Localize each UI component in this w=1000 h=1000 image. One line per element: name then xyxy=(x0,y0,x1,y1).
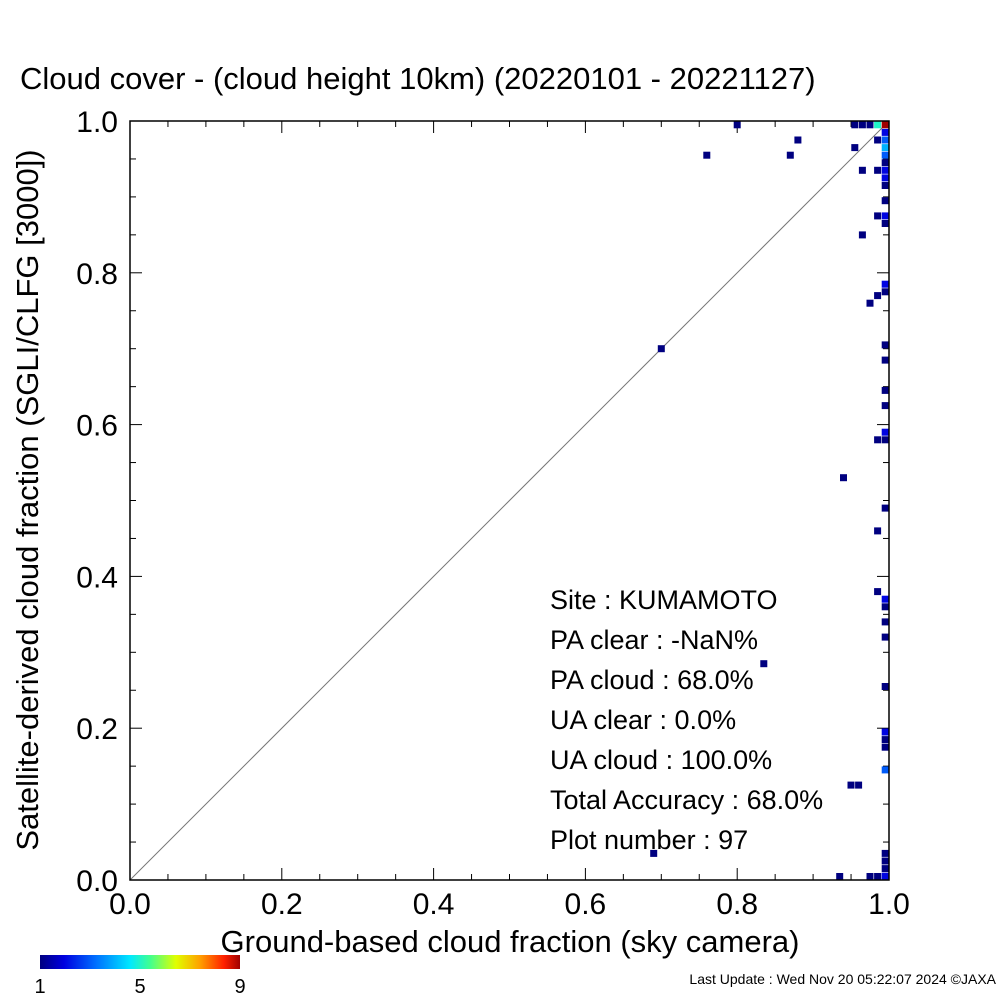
colorbar-gradient xyxy=(40,955,240,969)
data-cell xyxy=(786,151,794,159)
stat-total-accuracy: Total Accuracy : 68.0% xyxy=(550,785,823,815)
data-cell xyxy=(881,683,889,690)
y-tick-label: 0.4 xyxy=(76,561,118,594)
data-cell xyxy=(881,151,889,159)
data-cell xyxy=(874,166,882,174)
stat-ua-cloud: UA cloud : 100.0% xyxy=(550,745,772,775)
data-cell xyxy=(881,128,889,136)
chart-title: Cloud cover - (cloud height 10km) (20220… xyxy=(20,61,816,96)
data-cell xyxy=(881,356,889,364)
data-cell xyxy=(760,660,768,668)
x-tick-label: 0.2 xyxy=(261,888,303,921)
data-cell xyxy=(881,436,889,444)
data-cell xyxy=(874,212,882,220)
data-cell xyxy=(874,136,882,144)
data-cell xyxy=(881,618,889,626)
data-cell xyxy=(794,136,802,144)
data-cell xyxy=(650,849,658,857)
data-cell xyxy=(881,743,889,751)
data-cell xyxy=(881,873,889,880)
last-update-footer: Last Update : Wed Nov 20 05:22:07 2024 ©… xyxy=(689,971,996,987)
x-axis-label: Ground-based cloud fraction (sky camera) xyxy=(221,924,800,959)
data-cell xyxy=(874,436,882,444)
data-cell xyxy=(881,212,889,220)
colorbar-max-label: 9 xyxy=(234,976,245,998)
data-cell xyxy=(866,873,874,880)
data-cell xyxy=(866,121,874,129)
tick-labels: 0.0 0.2 0.4 0.6 0.8 1.0 0.0 0.2 0.4 0.6 0.8 1.0 xyxy=(76,106,910,921)
data-cell xyxy=(657,345,665,353)
data-cell xyxy=(881,849,889,857)
data-cell xyxy=(881,144,889,152)
colorbar-mid-label: 5 xyxy=(134,976,145,998)
data-cell xyxy=(840,474,847,482)
data-cell xyxy=(881,159,889,167)
data-cell xyxy=(881,386,889,394)
y-tick-label: 0.6 xyxy=(76,410,118,443)
data-cell xyxy=(881,197,889,205)
x-tick-label: 0.0 xyxy=(109,888,151,921)
data-cell xyxy=(851,121,859,129)
data-cell xyxy=(703,151,711,159)
data-cell xyxy=(874,588,882,596)
data-cell xyxy=(881,633,889,641)
data-cell xyxy=(881,280,889,288)
data-cell xyxy=(881,402,889,410)
data-cell xyxy=(874,121,882,129)
data-cell xyxy=(881,428,889,436)
x-tick-label: 0.4 xyxy=(413,888,455,921)
y-tick-label: 0.2 xyxy=(76,713,118,746)
colorbar-min-label: 1 xyxy=(34,976,45,998)
data-cell xyxy=(836,873,844,880)
one-to-one-line xyxy=(129,120,890,881)
data-cell xyxy=(881,736,889,744)
colorbar: 1 5 9 xyxy=(34,955,246,998)
data-cell xyxy=(858,166,866,174)
stat-site: Site : KUMAMOTO xyxy=(550,585,778,615)
data-cell xyxy=(881,136,889,144)
data-cell xyxy=(858,121,866,129)
data-cell xyxy=(874,292,882,300)
stat-pa-clear: PA clear : -NaN% xyxy=(550,625,758,655)
data-cell xyxy=(855,781,863,789)
data-cell xyxy=(847,781,855,789)
data-cell xyxy=(858,231,866,239)
data-cell xyxy=(881,728,889,736)
y-tick-label: 0.0 xyxy=(76,865,118,898)
data-cell xyxy=(874,873,882,880)
y-tick-label: 0.8 xyxy=(76,258,118,291)
data-cells xyxy=(650,121,889,880)
data-cell xyxy=(851,144,859,152)
data-cell xyxy=(881,220,889,227)
stats-box: Site : KUMAMOTO PA clear : -NaN% PA clou… xyxy=(550,585,823,855)
y-tick-label: 1.0 xyxy=(76,106,118,139)
y-axis-label: Satellite-derived cloud fraction (SGLI/C… xyxy=(10,149,45,850)
data-cell xyxy=(881,341,889,349)
data-cell xyxy=(881,603,889,611)
plot-frame xyxy=(129,120,890,881)
data-cell xyxy=(881,595,889,603)
data-cell xyxy=(881,766,889,774)
data-cell xyxy=(881,174,889,182)
stat-ua-clear: UA clear : 0.0% xyxy=(550,705,736,735)
stat-pa-cloud: PA cloud : 68.0% xyxy=(550,665,754,695)
data-cell xyxy=(881,865,889,873)
data-cell xyxy=(881,121,889,129)
data-cell xyxy=(881,182,889,189)
x-tick-label: 0.8 xyxy=(716,888,758,921)
data-cell xyxy=(874,527,882,535)
data-cell xyxy=(881,504,889,512)
data-cell xyxy=(881,288,889,296)
data-cell xyxy=(881,857,889,865)
data-cell xyxy=(733,121,741,129)
stat-plot-number: Plot number : 97 xyxy=(550,825,748,855)
x-tick-label: 1.0 xyxy=(868,888,910,921)
x-tick-label: 0.6 xyxy=(565,888,607,921)
data-cell xyxy=(881,166,889,174)
data-cell xyxy=(866,299,874,307)
